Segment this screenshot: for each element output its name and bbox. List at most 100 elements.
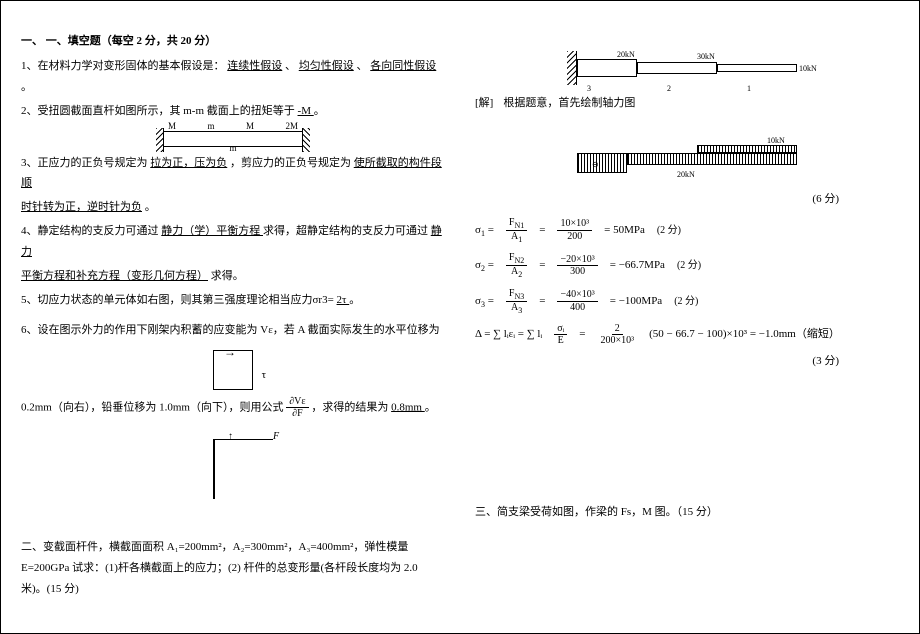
label-M1: M: [168, 118, 176, 135]
q6-fraction: ∂Vε ∂F: [286, 396, 308, 420]
q5: 5、切应力状态的单元体如右图，则其第三强度理论相当应力σr3= 2τ 。: [21, 290, 445, 311]
delta-post: (50 − 66.7 − 100)×10³ = −1.0mm（缩短）: [649, 324, 840, 345]
section2: 二、变截面杆件，横截面面积 A₁=200mm²，A₂=300mm²，A₃=400…: [21, 537, 445, 600]
right-column: 20kN 30kN 10kN 3 2 1 [解] 根据题意，首先绘制轴力图 10…: [475, 31, 899, 603]
stepped-bar: 20kN 30kN 10kN 3 2 1: [557, 37, 817, 87]
fixed-support-right: [302, 128, 310, 152]
score-6: (6 分): [475, 189, 899, 210]
q4-a: 静力（学）平衡方程: [161, 225, 263, 237]
wall: [567, 51, 577, 85]
eq2-d2: 300: [567, 266, 588, 278]
q3-line2: 时针转为正，逆时针为负 。: [21, 197, 445, 218]
q1: 1、在材料力学对变形固体的基本假设是： 连续性假设 、 均匀性假设 、 各向同性…: [21, 56, 445, 98]
nfd-label-10kn: 10kN: [767, 133, 785, 148]
delta-frac1: σᵢ E: [554, 323, 567, 347]
label-m-below: m: [164, 140, 302, 157]
eq3-lhs: σ3 =: [475, 291, 494, 312]
segnum-3: 3: [587, 81, 591, 96]
eq3-n1: FN3: [506, 288, 527, 302]
delta-d1: E: [555, 335, 567, 347]
eq1-eq: =: [539, 220, 545, 241]
q2-text: 2、受扭圆截面直杆如图所示，其 m-m 截面上的扭矩等于: [21, 105, 295, 117]
q6b-post: ，求得的结果为: [311, 401, 388, 413]
q6b-pre: 0.2mm（向右），铅垂位移为 1.0mm（向下），则用公式: [21, 401, 283, 413]
eq1-frac1: FN1 A1: [506, 217, 527, 244]
q4-b2: 平衡方程和补充方程（变形几何方程）: [21, 270, 208, 282]
q5-end: 。: [349, 294, 360, 306]
eq3-pts: (2 分): [674, 292, 698, 311]
eq1-d1: A1: [508, 231, 525, 244]
fixed-support-left: [156, 128, 164, 152]
delta-pre: Δ = ∑ lᵢεᵢ = ∑ lᵢ: [475, 324, 542, 345]
eq2-eq: =: [539, 255, 545, 276]
nfd: 10kN 20kN ⊖: [557, 123, 817, 183]
eq2-pts: (2 分): [677, 256, 701, 275]
q3-pre: 3、正应力的正负号规定为: [21, 157, 148, 169]
eq-delta: Δ = ∑ lᵢεᵢ = ∑ lᵢ σᵢ E = 2 200×10³ (50 −…: [475, 323, 899, 347]
q1-a3: 各向同性假设: [370, 60, 436, 72]
square-element: → τ: [213, 350, 253, 390]
q4: 4、静定结构的支反力可通过 静力（学）平衡方程 求得，超静定结构的支反力可通过 …: [21, 221, 445, 263]
q3-end: 。: [145, 201, 156, 213]
q1-sep1: 、: [285, 60, 296, 72]
score-3: (3 分): [475, 351, 899, 372]
solution-note: 根据题意，首先绘制轴力图: [503, 93, 635, 114]
q6a: 6、设在图示外力的作用下刚架内积蓄的应变能为 Vε，若 A 截面实际发生的水平位…: [21, 320, 445, 341]
eq1-d2: 200: [564, 231, 585, 243]
delta-n1: σᵢ: [554, 323, 567, 336]
eq2-n2: −20×10³: [557, 254, 597, 267]
eq2-frac2: −20×10³ 300: [557, 254, 597, 278]
q5-a: 2τ: [337, 294, 350, 306]
nfd-block-20: [627, 153, 797, 165]
solution-tag: [解]: [475, 93, 493, 114]
q1-prefix: 1、在材料力学对变形固体的基本假设是：: [21, 60, 225, 72]
nfd-label-minus: ⊖: [592, 157, 599, 172]
eq-sigma3: σ3 = FN3 A3 = −40×10³ 400 = −100MPa (2 分…: [475, 288, 899, 315]
label-M2: M: [246, 118, 254, 135]
l-vert: [213, 439, 215, 499]
label-F: F: [273, 427, 279, 446]
q6-num: ∂Vε: [286, 396, 308, 409]
q4-mid: 求得，超静定结构的支反力可通过: [263, 225, 428, 237]
q3-b2: 时针转为正，逆时针为负: [21, 201, 142, 213]
eq3-res: = −100MPa: [610, 291, 662, 312]
solution-row: [解] 根据题意，首先绘制轴力图: [475, 93, 899, 114]
load-30kn: 30kN: [697, 49, 715, 64]
eq1-lhs: σ1 =: [475, 220, 494, 241]
page: 一、 一、填空题（每空 2 分，共 20 分） 1、在材料力学对变形固体的基本假…: [0, 0, 920, 634]
q2-ans: -M: [298, 105, 314, 117]
delta-d2: 200×10³: [597, 335, 637, 347]
q6b: 0.2mm（向右），铅垂位移为 1.0mm（向下），则用公式 ∂Vε ∂F ，求…: [21, 396, 445, 420]
q1-sep2: 、: [357, 60, 368, 72]
q4-end: 求得。: [211, 270, 244, 282]
lshape-figure: ↑ F: [21, 429, 445, 499]
eq2-n1: FN2: [506, 252, 527, 266]
q6-den: ∂F: [289, 408, 306, 420]
eq3-d2: 400: [567, 302, 588, 314]
delta-n2: 2: [612, 323, 623, 336]
eq2-lhs: σ2 =: [475, 255, 494, 276]
axial-force-diagram: 10kN 20kN ⊖: [475, 123, 899, 183]
q4-pre: 4、静定结构的支反力可通过: [21, 225, 159, 237]
q1-a2: 均匀性假设: [299, 60, 354, 72]
left-column: 一、 一、填空题（每空 2 分，共 20 分） 1、在材料力学对变形固体的基本假…: [21, 31, 445, 603]
section1-title: 一、 一、填空题（每空 2 分，共 20 分）: [21, 31, 445, 52]
load-10kn: 10kN: [799, 61, 817, 76]
beam-top-labels: M m M 2M: [164, 118, 302, 135]
eq1-n1: FN1: [506, 217, 527, 231]
eq3-frac2: −40×10³ 400: [557, 289, 597, 313]
eq2-res: = −66.7MPa: [610, 255, 665, 276]
section3: 三、简支梁受荷如图，作梁的 Fs，M 图。（15 分）: [475, 502, 899, 523]
q5-pre: 5、切应力状态的单元体如右图，则其第三强度理论相当应力σr3=: [21, 294, 334, 306]
q2-end: 。: [314, 105, 325, 117]
eq1-pts: (2 分): [657, 221, 681, 240]
eq1-n2: 10×10³: [557, 218, 592, 231]
q3-a: 拉为正，压为负: [150, 157, 227, 169]
nfd-block-40: [577, 153, 627, 173]
eq2-d1: A2: [508, 266, 525, 279]
tau-label: τ: [262, 365, 266, 386]
beam: M m M 2M m: [163, 131, 303, 147]
load-20kn: 20kN: [617, 47, 635, 62]
label-m: m: [207, 118, 214, 135]
label-2M: 2M: [285, 118, 298, 135]
